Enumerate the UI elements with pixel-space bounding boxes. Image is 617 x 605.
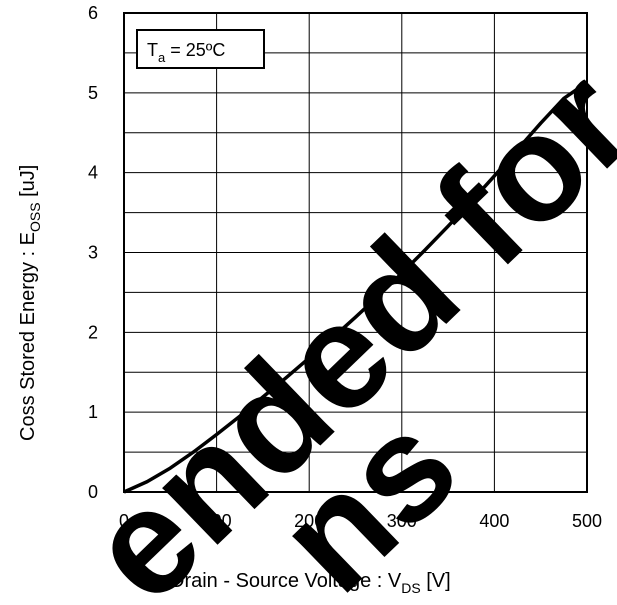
plot-area: [123, 12, 588, 494]
temperature-annotation: Ta = 25ºC: [136, 29, 265, 69]
y-axis-label-main: Coss Stored Energy : E: [17, 232, 39, 441]
x-tick-label: 100: [202, 511, 232, 531]
annotation-box: [136, 29, 265, 69]
x-axis-label-sub: DS: [401, 580, 420, 596]
y-axis-label-sub: OSS: [27, 202, 43, 232]
y-tick-labels: 0 1 2 3 4 5 6: [88, 3, 98, 502]
series-line: [123, 81, 588, 494]
y-tick-label: 1: [88, 402, 98, 422]
y-tick-label: 4: [88, 163, 98, 183]
x-axis-label-main: Drain - Source Voltage : V: [170, 570, 402, 592]
annotation-symbol: T: [147, 40, 158, 60]
y-tick-label: 0: [88, 482, 98, 502]
y-axis-label-unit: [uJ]: [17, 165, 39, 203]
x-tick-label: 400: [479, 511, 509, 531]
x-axis-label: Drain - Source Voltage : VDS [V]: [170, 570, 451, 596]
annotation-text: Ta = 25ºC: [147, 40, 225, 65]
x-tick-label: 500: [572, 511, 602, 531]
x-tick-labels: 0 100 200 300 400 500: [119, 511, 602, 531]
x-tick-label: 200: [294, 511, 324, 531]
y-tick-label: 2: [88, 322, 98, 342]
y-tick-label: 5: [88, 83, 98, 103]
y-tick-label: 3: [88, 243, 98, 263]
annotation-value: = 25ºC: [165, 40, 225, 60]
x-tick-label: 300: [387, 511, 417, 531]
x-tick-label: 0: [119, 511, 129, 531]
y-axis-label: Coss Stored Energy : EOSS [uJ]: [17, 165, 43, 441]
grid: [123, 12, 588, 493]
x-axis-label-unit: [V]: [421, 570, 451, 592]
plot-frame: [123, 12, 588, 493]
y-tick-label: 6: [88, 3, 98, 23]
annotation-subscript: a: [158, 50, 166, 65]
